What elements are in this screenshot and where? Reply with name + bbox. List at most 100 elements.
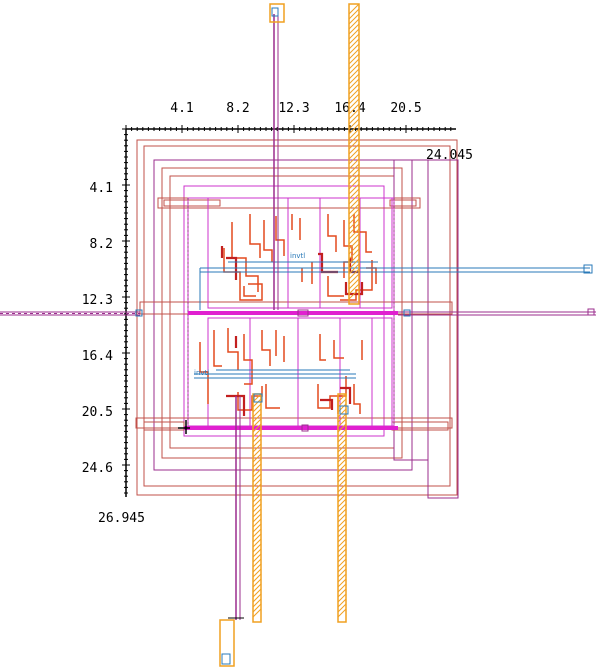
hatch-line xyxy=(252,568,262,578)
hatch-line xyxy=(252,473,262,483)
outer-frame xyxy=(135,139,459,499)
hatch-line xyxy=(348,208,360,220)
pin-wire-bottom-left[interactable] xyxy=(252,393,262,623)
rail-contact xyxy=(297,309,309,317)
hatch-line xyxy=(337,588,347,598)
hatch-line xyxy=(337,468,347,478)
ruler-top xyxy=(125,125,456,133)
probe-marker[interactable] xyxy=(178,420,190,434)
hatch-line xyxy=(337,498,347,508)
hatch-line xyxy=(337,573,347,583)
hatch-line xyxy=(348,68,360,80)
hatch-line xyxy=(348,63,360,75)
hatch-line xyxy=(337,403,347,413)
hatch-line xyxy=(252,428,262,438)
side-wires[interactable] xyxy=(0,308,596,317)
hatch-line xyxy=(252,398,262,408)
hatch-line xyxy=(337,463,347,473)
x-tick-label: 12.3 xyxy=(278,101,309,116)
y-tick-label: 8.2 xyxy=(90,237,113,252)
hatch-line xyxy=(337,443,347,453)
hatch-line xyxy=(348,148,360,160)
hatch-line xyxy=(348,48,360,60)
hatch-line xyxy=(337,423,347,433)
y-extent-label: 26.945 xyxy=(98,511,145,526)
hatch-line xyxy=(252,513,262,523)
hatch-line xyxy=(348,98,360,110)
gnd-power-rail[interactable] xyxy=(184,426,398,430)
hatch-line xyxy=(348,278,360,290)
hatch-line xyxy=(348,73,360,85)
hatch-line xyxy=(348,178,360,190)
signal-route-top-left[interactable] xyxy=(269,3,285,310)
hatch-line xyxy=(252,413,262,423)
hatch-line xyxy=(348,93,360,105)
hatch-line xyxy=(252,548,262,558)
hatch-line xyxy=(348,163,360,175)
y-tick-label: 4.1 xyxy=(90,181,113,196)
input-bus-upper[interactable] xyxy=(199,261,593,310)
hatch-line xyxy=(348,273,360,285)
upper-cell-label: invtl xyxy=(290,252,305,260)
hatch-line xyxy=(337,483,347,493)
hatch-line xyxy=(348,13,360,25)
hatch-line xyxy=(337,548,347,558)
hatch-line xyxy=(348,143,360,155)
hatch-line xyxy=(348,233,360,245)
hatch-line xyxy=(252,453,262,463)
hatch-line xyxy=(252,598,262,608)
hatch-line xyxy=(252,478,262,488)
hatch-line xyxy=(252,458,262,468)
lower-cell-label: invtl xyxy=(194,369,209,377)
hatch-line xyxy=(252,418,262,428)
pin-wire-top-right[interactable] xyxy=(348,3,360,305)
hatch-line xyxy=(252,543,262,553)
hatch-line xyxy=(252,438,262,448)
via-marker xyxy=(339,405,349,415)
hatch-line xyxy=(348,218,360,230)
hatch-line xyxy=(337,473,347,483)
hatch-line xyxy=(337,543,347,553)
hatch-line xyxy=(348,213,360,225)
hatch-line xyxy=(348,78,360,90)
hatch-line xyxy=(252,593,262,603)
x-extent-label: 24.045 xyxy=(426,148,473,163)
hatch-line xyxy=(337,563,347,573)
hatch-line xyxy=(252,518,262,528)
hatch-line xyxy=(252,433,262,443)
hatch-line xyxy=(252,538,262,548)
hatch-line xyxy=(252,528,262,538)
hatch-line xyxy=(252,503,262,513)
pin-wire-bottom-right[interactable] xyxy=(337,393,347,623)
hatch-line xyxy=(348,3,360,15)
vdd-power-rail[interactable] xyxy=(188,311,398,315)
hatch-line xyxy=(252,578,262,588)
hatch-line xyxy=(348,8,360,20)
hatch-line xyxy=(348,23,360,35)
input-bus-lower[interactable] xyxy=(194,369,356,379)
hatch-line xyxy=(337,518,347,528)
hatch-line xyxy=(337,603,347,613)
hatch-line xyxy=(348,118,360,130)
hatch-line xyxy=(348,113,360,125)
hatch-line xyxy=(337,493,347,503)
hatch-line xyxy=(252,533,262,543)
hatch-line xyxy=(252,563,262,573)
hatch-line xyxy=(337,433,347,443)
hatch-line xyxy=(252,553,262,563)
hatch-line xyxy=(337,533,347,543)
hatch-line xyxy=(337,568,347,578)
signal-route-bottom-left[interactable] xyxy=(219,396,244,667)
hatch-line xyxy=(348,263,360,275)
lower-poly-wiring xyxy=(226,336,352,416)
hatch-line xyxy=(337,513,347,523)
hatch-line xyxy=(252,498,262,508)
hatch-line xyxy=(252,483,262,493)
hatch-line xyxy=(348,153,360,165)
hatch-line xyxy=(348,18,360,30)
hatch-line xyxy=(348,123,360,135)
hatch-line xyxy=(252,443,262,453)
hatch-line xyxy=(337,593,347,603)
hatch-line xyxy=(348,248,360,260)
